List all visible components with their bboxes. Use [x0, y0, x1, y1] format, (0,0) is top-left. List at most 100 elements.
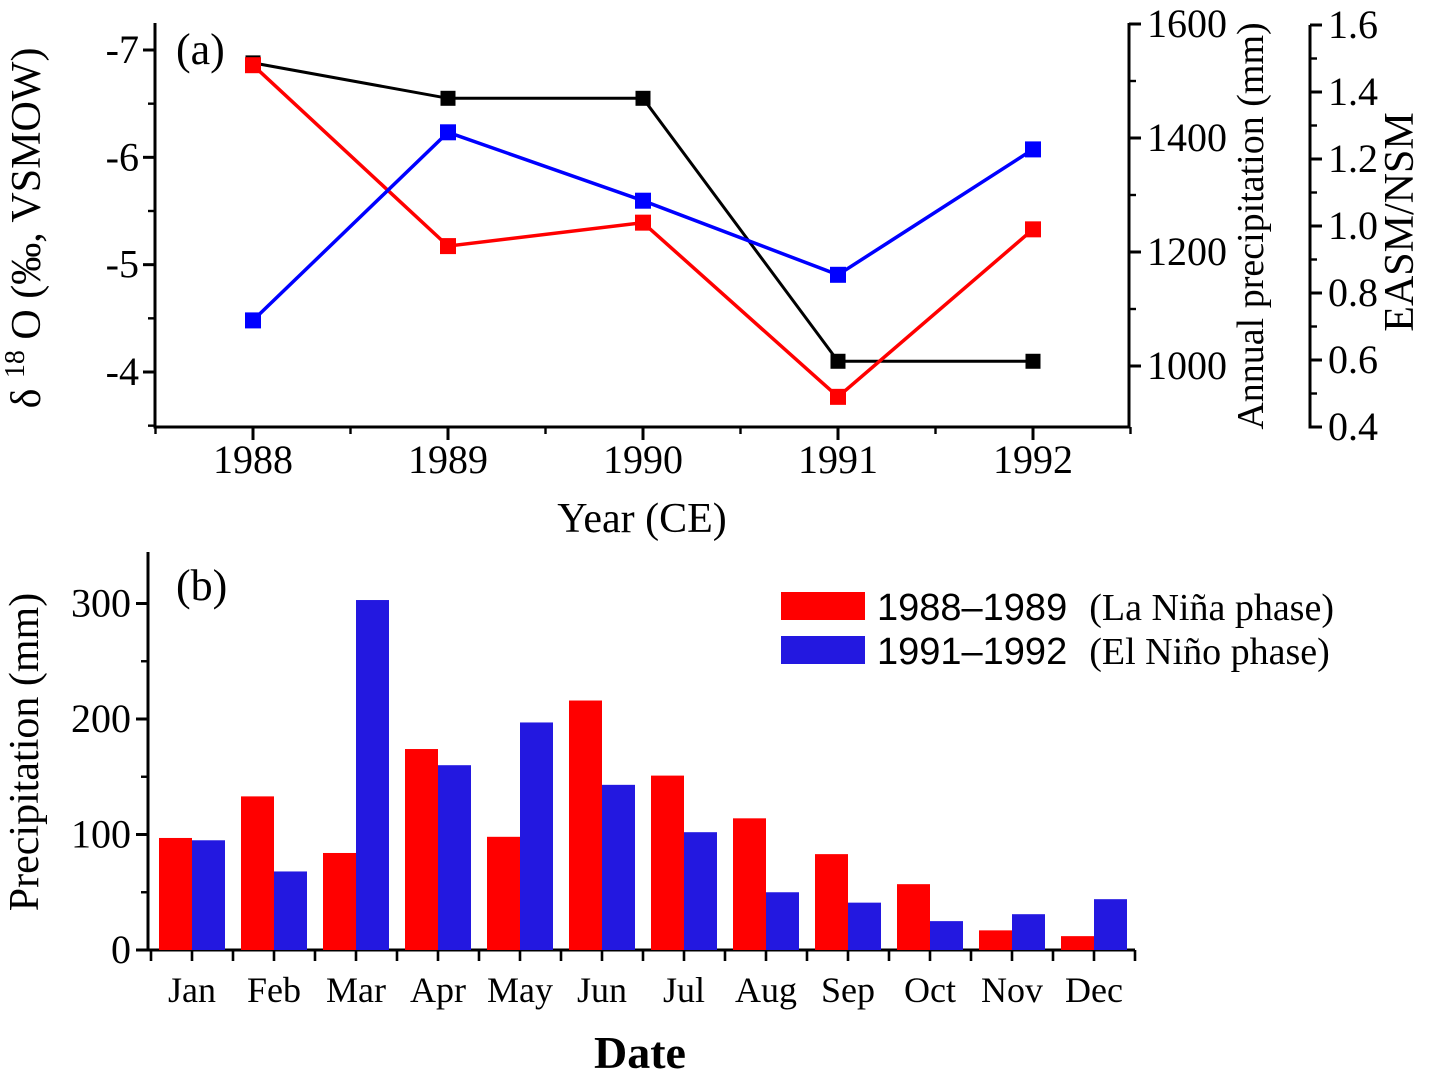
bar-el-nino-jul — [684, 832, 717, 950]
panel-a-left-tick-label: -5 — [106, 242, 139, 287]
legend-label-la-nina: 1988–1989 (La Niña phase) — [877, 587, 1334, 629]
bar-la-nina-may — [487, 836, 520, 950]
bar-el-nino-mar — [356, 600, 389, 950]
annual-precipitation-marker — [830, 266, 846, 283]
month-tick-label: Jun — [577, 970, 627, 1010]
bar-la-nina-feb — [241, 796, 274, 950]
month-tick-label: Aug — [735, 970, 797, 1010]
legend: 1988–1989 (La Niña phase) 1991–1992 (El … — [781, 587, 1334, 673]
bar-el-nino-sep — [848, 902, 881, 950]
easm-tick-label: 1.6 — [1328, 2, 1378, 47]
month-tick-label: Feb — [247, 970, 301, 1010]
annual-precipitation-marker — [440, 124, 456, 141]
easm-tick-label: 0.6 — [1328, 337, 1378, 382]
bar-el-nino-jun — [602, 784, 635, 950]
panel-b-y-tick-label: 300 — [71, 581, 131, 626]
annual-precipitation-marker — [635, 192, 651, 209]
precip-tick-label: 1000 — [1147, 343, 1227, 388]
EASM-NSM-ratio-marker — [440, 238, 456, 255]
panel-a-year-tick-label: 1992 — [993, 437, 1073, 482]
EASM-NSM-ratio-marker — [635, 214, 651, 231]
month-tick-label: Mar — [326, 970, 386, 1010]
bar-la-nina-sep — [815, 854, 848, 950]
easm-tick-label: 1.4 — [1328, 69, 1378, 114]
bar-la-nina-apr — [405, 749, 438, 950]
panel-a-label: (a) — [176, 25, 225, 74]
bar-el-nino-nov — [1012, 914, 1045, 950]
EASM-NSM-ratio-line — [251, 63, 1035, 400]
panel-b-y-tick-label: 100 — [71, 812, 131, 857]
bar-la-nina-jun — [569, 700, 602, 950]
legend-swatch-el-nino — [781, 636, 865, 664]
month-tick-label: Apr — [410, 970, 466, 1010]
bar-el-nino-jan — [192, 840, 225, 950]
month-tick-label: Jan — [168, 970, 216, 1010]
panel-b-y-axis-title: Precipitation (mm) — [2, 593, 48, 911]
panel-b-y-tick-label: 200 — [71, 696, 131, 741]
precip-tick-label: 1200 — [1147, 229, 1227, 274]
panel-b-label: (b) — [176, 561, 227, 610]
panel-a-left-axis-title: δ 18 O (‰, VSMOW) — [0, 48, 50, 409]
EASM-NSM-ratio-marker — [245, 57, 261, 74]
easm-tick-label: 0.8 — [1328, 270, 1378, 315]
month-tick-label: Oct — [904, 970, 956, 1010]
bar-la-nina-mar — [323, 852, 356, 950]
bar-el-nino-oct — [930, 921, 963, 950]
month-tick-label: May — [487, 970, 553, 1010]
bar-la-nina-jul — [651, 775, 684, 950]
panel-b-x-axis-title: Date — [594, 1027, 686, 1078]
bar-el-nino-may — [520, 722, 553, 950]
bar-la-nina-oct — [897, 884, 930, 950]
bar-el-nino-dec — [1094, 899, 1127, 950]
panel-a-plot: -7 -6 -5 -4 1988 1989 1990 1991 1992 1600 1400 1200… — [106, 1, 1378, 482]
precip-tick-label: 1600 — [1147, 1, 1227, 46]
delta-18O-marker — [635, 90, 651, 106]
panel-a-left-tick-label: -4 — [106, 349, 139, 394]
panel-a-year-tick-label: 1988 — [213, 437, 293, 482]
bar-la-nina-aug — [733, 818, 766, 950]
delta-18O-marker — [1025, 353, 1041, 369]
legend-phase-la-nina: (La Niña phase) — [1089, 587, 1334, 629]
bar-la-nina-dec — [1061, 936, 1094, 950]
legend-label-el-nino: 1991–1992 (El Niño phase) — [877, 631, 1330, 673]
bar-la-nina-nov — [979, 930, 1012, 950]
EASM-NSM-ratio-marker — [1025, 221, 1041, 238]
panel-a-left-tick-label: -6 — [106, 134, 139, 179]
superscript-18: 18 — [0, 350, 31, 378]
legend-range-la-nina: 1988–1989 — [877, 587, 1067, 629]
bar-el-nino-apr — [438, 765, 471, 950]
delta-symbol: δ — [4, 389, 50, 409]
panel-a-left-tick-label: -7 — [106, 27, 139, 72]
delta-18O-line — [252, 61, 1033, 363]
panel-a-x-axis-title: Year (CE) — [557, 496, 727, 542]
precip-tick-label: 1400 — [1147, 115, 1227, 160]
panel-a-year-tick-label: 1990 — [603, 437, 683, 482]
panel-a-year-tick-label: 1991 — [798, 437, 878, 482]
bar-el-nino-aug — [766, 892, 799, 950]
annual-precipitation-marker — [1025, 141, 1041, 158]
EASM-NSM-ratio-marker — [830, 388, 846, 405]
left-axis-title-rest: O (‰, VSMOW) — [4, 48, 50, 340]
panel-b-plot: 0 100 200 300 Jan Feb Mar Apr May Jun Jul Aug Sep Oct… — [71, 552, 1137, 1010]
precip-axis-title: Annual precipitation (mm) — [1230, 22, 1272, 429]
easm-axis-title: EASM/NSM — [1377, 112, 1423, 331]
easm-tick-label: 1.2 — [1328, 136, 1378, 181]
month-tick-label: Dec — [1065, 970, 1123, 1010]
month-tick-label: Nov — [981, 970, 1043, 1010]
easm-tick-label: 1.0 — [1328, 203, 1378, 248]
panel-a-year-tick-label: 1989 — [408, 437, 488, 482]
legend-swatch-la-nina — [781, 592, 865, 620]
panel-b-y-tick-label: 0 — [111, 927, 131, 972]
easm-tick-label: 0.4 — [1328, 404, 1378, 449]
annual-precipitation-marker — [245, 312, 261, 329]
bar-el-nino-feb — [274, 871, 307, 950]
month-tick-label: Sep — [821, 970, 875, 1010]
delta-18O-marker — [830, 353, 846, 369]
bar-la-nina-jan — [159, 837, 192, 950]
delta-18O-marker — [440, 90, 456, 106]
legend-phase-el-nino: (El Niño phase) — [1089, 631, 1330, 673]
legend-range-el-nino: 1991–1992 — [877, 631, 1067, 673]
month-tick-label: Jul — [663, 970, 705, 1010]
